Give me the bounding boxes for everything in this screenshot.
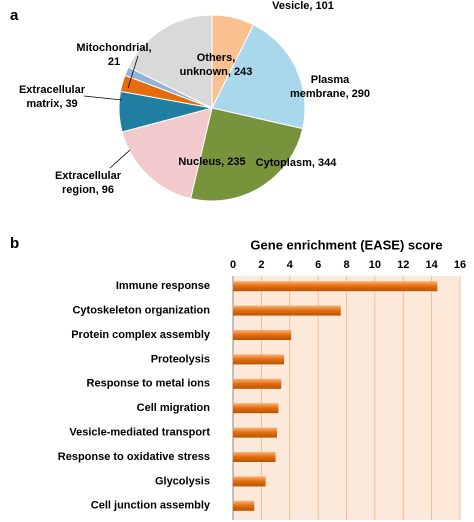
x-tick-label: 2 bbox=[258, 259, 264, 271]
y-tick-label: Immune response bbox=[116, 280, 210, 292]
bar bbox=[233, 476, 266, 487]
slice-label: Vesicle, 101 bbox=[272, 0, 334, 12]
y-tick-label: Proteolysis bbox=[151, 353, 210, 365]
leader-line bbox=[83, 95, 123, 101]
panel-label: b bbox=[10, 235, 19, 252]
bar bbox=[233, 427, 277, 438]
x-tick-label: 10 bbox=[369, 259, 381, 271]
y-tick-label: Cell migration bbox=[137, 402, 211, 414]
y-tick-label: Protein complex assembly bbox=[71, 329, 211, 341]
bar bbox=[233, 403, 279, 414]
pie-slice bbox=[121, 107, 213, 200]
slice-label: Others, unknown, 243 bbox=[180, 52, 253, 78]
label-line: Others, bbox=[197, 52, 236, 64]
slice-label: Nucleus, 235 bbox=[178, 156, 245, 168]
leader-line bbox=[109, 149, 131, 169]
label-line: unknown, 243 bbox=[180, 66, 253, 78]
leader-line bbox=[127, 55, 139, 89]
bar bbox=[233, 452, 276, 462]
label-line: matrix, 39 bbox=[26, 98, 77, 110]
x-tick-label: 12 bbox=[397, 259, 409, 271]
bar bbox=[233, 330, 292, 340]
x-tick-label: 6 bbox=[315, 259, 321, 271]
label-line: Plasma bbox=[311, 74, 350, 86]
y-tick-label: Cell junction assembly bbox=[91, 500, 211, 512]
slice-label: Mitochondrial, 21 bbox=[76, 42, 151, 68]
axis-title: Gene enrichment (EASE) score bbox=[250, 237, 442, 252]
bar bbox=[233, 500, 255, 511]
label-line: region, 96 bbox=[62, 184, 114, 196]
x-tick-label: 8 bbox=[343, 259, 349, 271]
bar bbox=[233, 378, 282, 389]
y-tick-label: Glycolysis bbox=[155, 475, 210, 487]
x-tick-label: 4 bbox=[287, 259, 294, 271]
x-tick-label: 14 bbox=[426, 259, 439, 271]
label-line: Extracellular bbox=[55, 170, 122, 182]
pie-slice bbox=[190, 107, 304, 202]
label-line: membrane, 290 bbox=[290, 88, 370, 100]
slice-label: Extracellular region, 96 bbox=[55, 170, 122, 196]
label-line: 21 bbox=[108, 56, 120, 68]
panel-label: a bbox=[10, 7, 19, 24]
label-line: Extracellular bbox=[19, 84, 86, 96]
label-line: Mitochondrial, bbox=[76, 42, 151, 54]
slice-label: Plasma membrane, 290 bbox=[290, 74, 370, 100]
y-tick-label: Vesicle-mediated transport bbox=[69, 427, 210, 439]
slice-label: Cytoplasm, 344 bbox=[256, 157, 338, 169]
pie-slice bbox=[211, 24, 306, 130]
x-tick-label: 0 bbox=[230, 259, 236, 271]
slice-label: Extracellular matrix, 39 bbox=[19, 84, 86, 110]
pie-slice bbox=[127, 14, 213, 109]
bar bbox=[233, 354, 285, 365]
y-tick-label: Cytoskeleton organization bbox=[72, 305, 210, 317]
y-tick-label: Response to oxidative stress bbox=[58, 451, 210, 463]
y-tick-label: Response to metal ions bbox=[87, 378, 210, 390]
label-line: Cytoplasm, 344 bbox=[256, 157, 338, 169]
bar bbox=[233, 305, 341, 316]
x-tick-label: 16 bbox=[454, 259, 466, 271]
label-line: Nucleus, 235 bbox=[178, 156, 245, 168]
label-line: Vesicle, 101 bbox=[272, 0, 334, 12]
bar bbox=[233, 281, 438, 292]
